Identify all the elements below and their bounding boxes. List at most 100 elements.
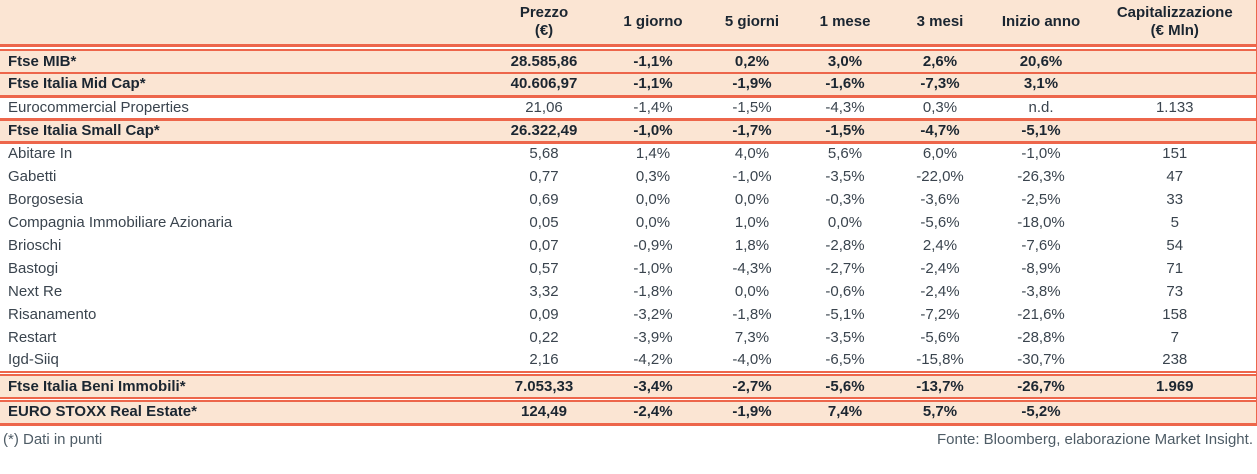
- cell-1-giorno: -2,4%: [600, 401, 706, 426]
- col-header-3-mesi: 3 mesi: [892, 0, 988, 47]
- col-header-5-giorni: 5 giorni: [706, 0, 798, 47]
- cell-name: Ftse Italia Small Cap*: [0, 119, 488, 144]
- cell-5-giorni: 0,0%: [706, 280, 798, 303]
- table-header: Prezzo (€) 1 giorno 5 giorni 1 mese 3 me…: [0, 0, 1257, 47]
- cell-inizio-anno: -8,9%: [988, 257, 1094, 280]
- cell-inizio-anno: -5,2%: [988, 401, 1094, 426]
- cell-5-giorni: 7,3%: [706, 326, 798, 349]
- stock-row: Eurocommercial Properties 21,06 -1,4% -1,5%…: [0, 96, 1257, 121]
- cell-3-mesi: -7,3%: [892, 73, 988, 98]
- cell-inizio-anno: 3,1%: [988, 73, 1094, 98]
- cell-1-giorno: 1,4%: [600, 142, 706, 165]
- divider-line: [0, 397, 1257, 402]
- cell-3-mesi: 5,7%: [892, 401, 988, 426]
- cell-1-giorno: -1,0%: [600, 257, 706, 280]
- cell-1-giorno: -1,8%: [600, 280, 706, 303]
- source-note: Fonte: Bloomberg, elaborazione Market In…: [936, 430, 1253, 448]
- cell-3-mesi: -22,0%: [892, 165, 988, 188]
- cell-capitalizzazione: 73: [1094, 280, 1257, 303]
- cell-capitalizzazione: [1094, 401, 1257, 426]
- cell-3-mesi: 0,3%: [892, 96, 988, 121]
- cell-1-mese: -2,7%: [798, 257, 892, 280]
- cell-1-mese: 7,4%: [798, 401, 892, 426]
- index-row: Ftse Italia Beni Immobili* 7.053,33 -3,4% -…: [0, 375, 1257, 398]
- cell-prezzo: 7.053,33: [488, 375, 600, 398]
- cell-capitalizzazione: 71: [1094, 257, 1257, 280]
- cell-1-giorno: -1,1%: [600, 73, 706, 98]
- cell-capitalizzazione: 54: [1094, 234, 1257, 257]
- cell-5-giorni: -1,9%: [706, 401, 798, 426]
- cell-name: Ftse Italia Beni Immobili*: [0, 375, 488, 398]
- cell-5-giorni: -1,0%: [706, 165, 798, 188]
- col-header-name: [0, 0, 488, 47]
- cell-3-mesi: -2,4%: [892, 257, 988, 280]
- cell-1-mese: -3,5%: [798, 165, 892, 188]
- cell-prezzo: 0,09: [488, 303, 600, 326]
- cell-capitalizzazione: 151: [1094, 142, 1257, 165]
- cell-capitalizzazione: 1.969: [1094, 375, 1257, 398]
- stock-row: Abitare In 5,68 1,4% 4,0% 5,6% 6,0% -1,0% 151: [0, 142, 1257, 165]
- cell-inizio-anno: n.d.: [988, 96, 1094, 121]
- cell-5-giorni: 0,2%: [706, 50, 798, 74]
- cell-5-giorni: 1,0%: [706, 211, 798, 234]
- cell-1-mese: -6,5%: [798, 349, 892, 372]
- cell-capitalizzazione: 47: [1094, 165, 1257, 188]
- cell-3-mesi: -13,7%: [892, 375, 988, 398]
- stock-row: Bastogi 0,57 -1,0% -4,3% -2,7% -2,4% -8,9% 71: [0, 257, 1257, 280]
- cell-name: Compagnia Immobiliare Azionaria: [0, 211, 488, 234]
- cell-capitalizzazione: [1094, 50, 1257, 74]
- cell-3-mesi: 2,4%: [892, 234, 988, 257]
- cell-prezzo: 2,16: [488, 349, 600, 372]
- cell-inizio-anno: -30,7%: [988, 349, 1094, 372]
- cell-5-giorni: 0,0%: [706, 188, 798, 211]
- cell-name: Gabetti: [0, 165, 488, 188]
- stock-row: Restart 0,22 -3,9% 7,3% -3,5% -5,6% -28,8% 7: [0, 326, 1257, 349]
- cell-1-giorno: 0,0%: [600, 188, 706, 211]
- stock-row: Brioschi 0,07 -0,9% 1,8% -2,8% 2,4% -7,6% 54: [0, 234, 1257, 257]
- cell-3-mesi: -3,6%: [892, 188, 988, 211]
- cell-name: Ftse Italia Mid Cap*: [0, 73, 488, 98]
- cell-prezzo: 0,77: [488, 165, 600, 188]
- cell-3-mesi: 6,0%: [892, 142, 988, 165]
- cell-prezzo: 5,68: [488, 142, 600, 165]
- cell-prezzo: 0,05: [488, 211, 600, 234]
- cell-name: Bastogi: [0, 257, 488, 280]
- cell-inizio-anno: -2,5%: [988, 188, 1094, 211]
- prices-table: Prezzo (€) 1 giorno 5 giorni 1 mese 3 me…: [0, 0, 1257, 426]
- cell-1-mese: -5,6%: [798, 375, 892, 398]
- stock-row: Igd-Siiq 2,16 -4,2% -4,0% -6,5% -15,8% -30,7% 2…: [0, 349, 1257, 372]
- cell-3-mesi: -15,8%: [892, 349, 988, 372]
- cell-5-giorni: 4,0%: [706, 142, 798, 165]
- cell-1-mese: -0,6%: [798, 280, 892, 303]
- divider-line: [0, 45, 1257, 51]
- stock-row: Gabetti 0,77 0,3% -1,0% -3,5% -22,0% -26,3% 47: [0, 165, 1257, 188]
- cell-1-giorno: -0,9%: [600, 234, 706, 257]
- cell-inizio-anno: -18,0%: [988, 211, 1094, 234]
- cell-inizio-anno: -7,6%: [988, 234, 1094, 257]
- cell-prezzo: 0,22: [488, 326, 600, 349]
- col-header-capitalizzazione: Capitalizzazione (€ Mln): [1094, 0, 1257, 47]
- cell-inizio-anno: -5,1%: [988, 119, 1094, 144]
- cell-3-mesi: -5,6%: [892, 211, 988, 234]
- cell-inizio-anno: -26,7%: [988, 375, 1094, 398]
- cell-5-giorni: -4,3%: [706, 257, 798, 280]
- index-row: EURO STOXX Real Estate* 124,49 -2,4% -1,9% 7…: [0, 401, 1257, 426]
- divider-line: [0, 397, 1257, 402]
- cell-5-giorni: -4,0%: [706, 349, 798, 372]
- cell-3-mesi: -2,4%: [892, 280, 988, 303]
- cell-1-mese: 0,0%: [798, 211, 892, 234]
- cell-capitalizzazione: 158: [1094, 303, 1257, 326]
- divider-line: [0, 45, 1257, 51]
- cell-5-giorni: -1,5%: [706, 96, 798, 121]
- cell-1-mese: -1,5%: [798, 119, 892, 144]
- stock-row: Compagnia Immobiliare Azionaria 0,05 0,0% 1…: [0, 211, 1257, 234]
- cell-capitalizzazione: 238: [1094, 349, 1257, 372]
- cell-name: Brioschi: [0, 234, 488, 257]
- index-row: Ftse MIB* 28.585,86 -1,1% 0,2% 3,0% 2,6% 20,6%: [0, 50, 1257, 74]
- cell-capitalizzazione: 33: [1094, 188, 1257, 211]
- cell-name: Eurocommercial Properties: [0, 96, 488, 121]
- cell-5-giorni: -1,7%: [706, 119, 798, 144]
- cell-capitalizzazione: 1.133: [1094, 96, 1257, 121]
- col-header-inizio-anno: Inizio anno: [988, 0, 1094, 47]
